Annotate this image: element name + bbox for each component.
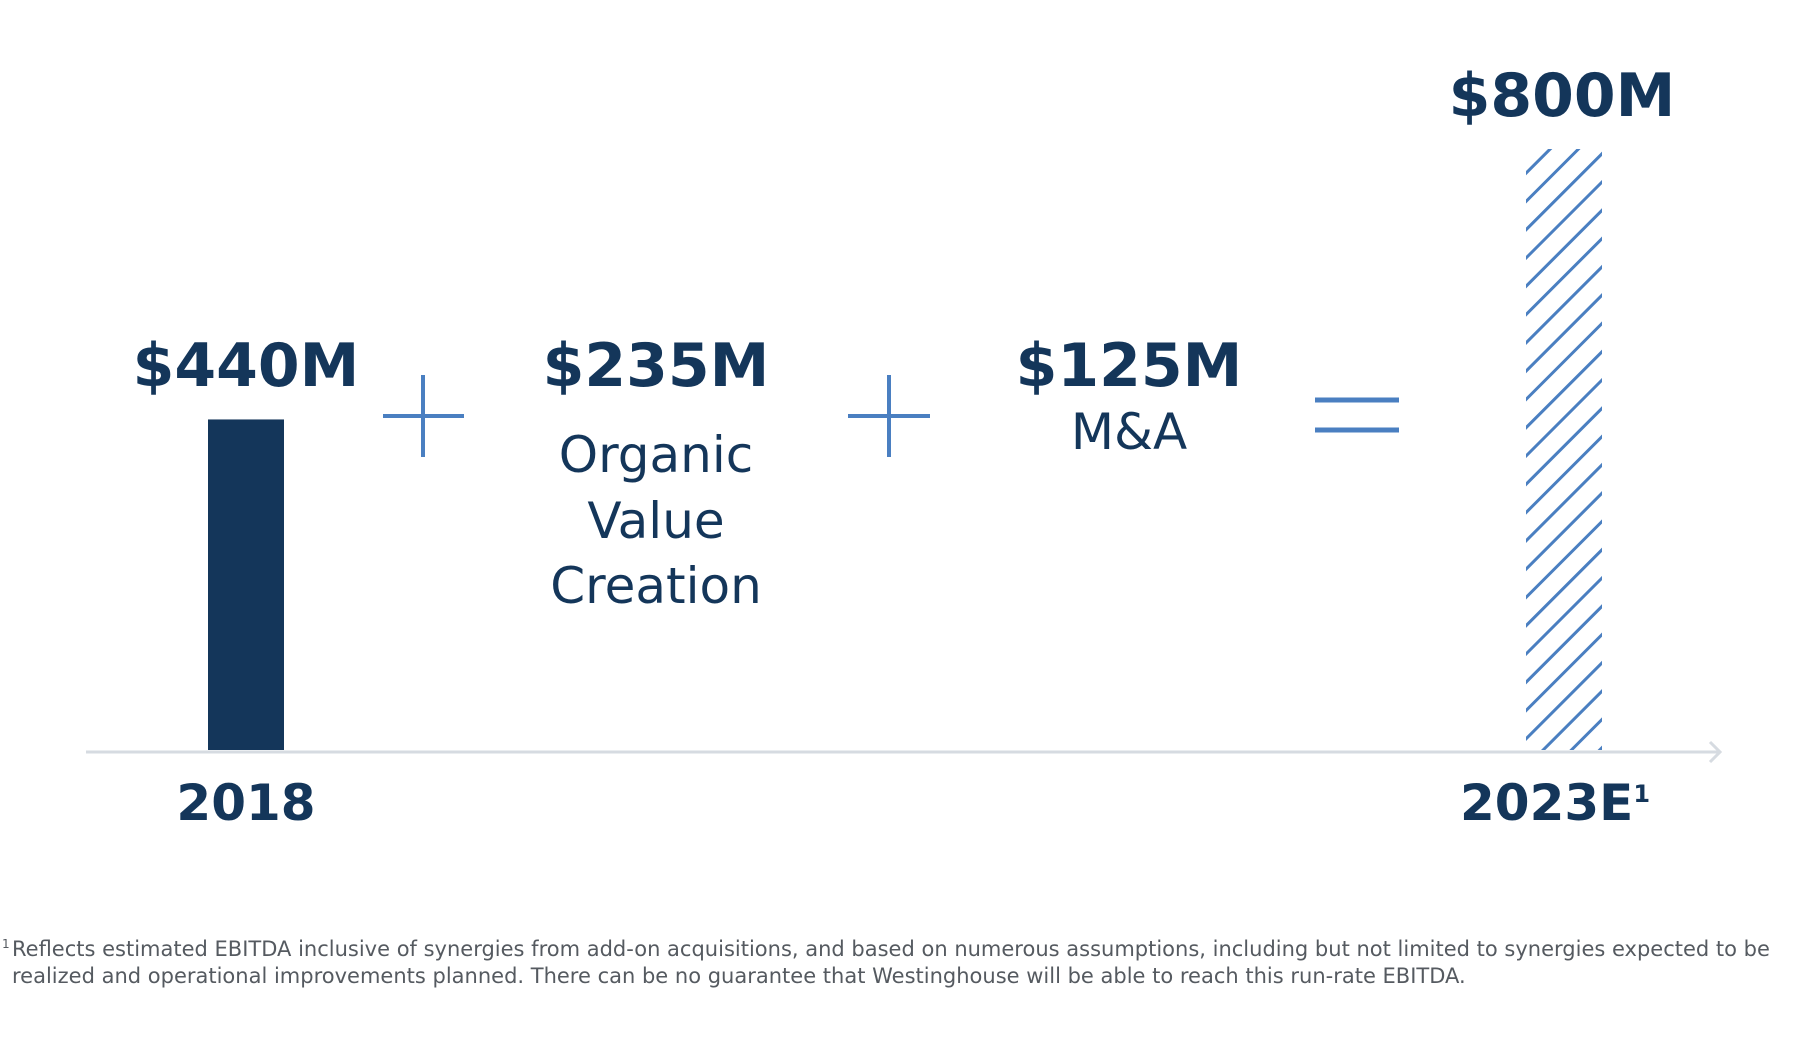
tick-label-2018: 2018 <box>176 774 315 832</box>
component-desc-organic-2: Value <box>587 492 724 550</box>
tick-label-2023e-superscript: 1 <box>1633 780 1650 808</box>
footnote-mark: 1 <box>2 937 10 951</box>
x-axis-arrowhead <box>1708 740 1723 764</box>
component-ma: $125M M&A <box>1016 331 1243 461</box>
equals-operator <box>1315 397 1399 433</box>
component-value-organic: $235M <box>543 331 770 401</box>
plus-operator-1 <box>383 375 464 457</box>
bar-2018 <box>208 419 284 750</box>
component-desc-organic-3: Creation <box>550 557 762 615</box>
tick-label-2023e: 2023E1 <box>1460 774 1650 832</box>
footnote: 1 Reflects estimated EBITDA inclusive of… <box>0 936 1810 990</box>
plus-operator-2 <box>848 375 930 457</box>
component-organic: $235M Organic Value Creation <box>543 331 770 615</box>
component-value-ma: $125M <box>1016 331 1243 401</box>
footnote-text: Reflects estimated EBITDA inclusive of s… <box>12 937 1770 988</box>
value-label-2018: $440M <box>133 331 360 401</box>
component-desc-ma: M&A <box>1071 403 1187 461</box>
x-axis <box>86 740 1723 764</box>
component-desc-organic-1: Organic <box>559 426 753 484</box>
bar-2023e <box>1526 149 1602 750</box>
value-label-2023e: $800M <box>1449 61 1676 131</box>
tick-label-2023e-text: 2023E <box>1460 774 1633 832</box>
